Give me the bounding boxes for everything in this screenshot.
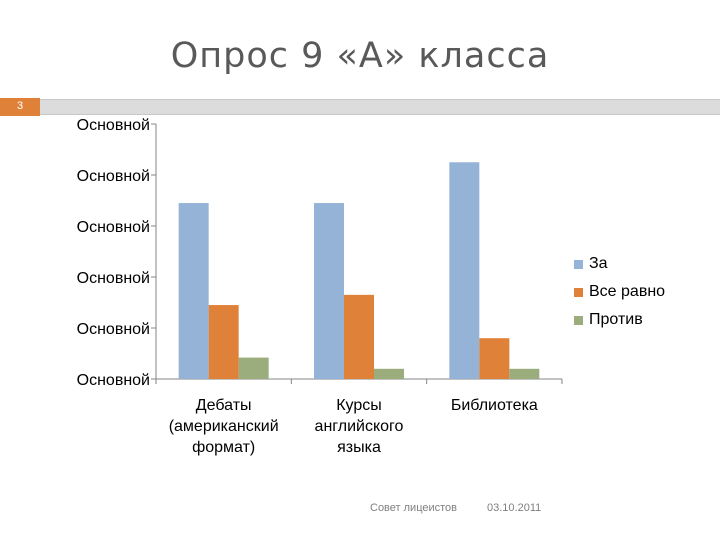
bar-za (178, 203, 209, 379)
page-title: Опрос 9 «А» класса (170, 36, 550, 76)
slide-number: 3 (16, 100, 24, 112)
y-tick-label: Основной (77, 168, 150, 185)
bar-vse-ravno (479, 338, 510, 379)
bar-vse-ravno (344, 294, 374, 379)
bar-za (449, 162, 480, 379)
bar-protiv (238, 357, 269, 379)
legend-swatch-protiv (574, 315, 583, 325)
legend-label-vse-ravno: Все равно (589, 283, 666, 300)
x-tick-label: Курсы (336, 397, 382, 414)
bar-protiv (374, 368, 404, 379)
footer-organization: Совет лицеистов (370, 502, 458, 514)
x-tick-label: Дебаты (196, 397, 252, 414)
x-tick-label: (американский (169, 418, 279, 435)
y-tick-label: Основной (77, 117, 150, 134)
bar-protiv (509, 368, 540, 379)
legend-item-vse-ravno: Все равно (574, 278, 665, 306)
footer-date: 03.10.2011 (487, 502, 542, 514)
y-tick-label: Основной (77, 270, 150, 287)
legend-label-protiv: Против (589, 311, 643, 328)
x-tick-label: формат) (192, 439, 255, 456)
x-tick-label: языка (337, 439, 381, 456)
legend-swatch-vse-ravno (574, 287, 583, 297)
bar-za (314, 203, 344, 379)
x-tick-label: английского (315, 418, 404, 435)
bar-vse-ravno (208, 305, 239, 379)
legend-item-za: За (574, 250, 665, 278)
legend-label-za: За (589, 255, 608, 272)
chart-legend: За Все равно Против (574, 250, 665, 334)
legend-item-protiv: Против (574, 306, 665, 334)
legend-swatch-za (574, 259, 583, 269)
y-tick-label: Основной (77, 372, 150, 389)
header-rule (40, 99, 720, 115)
y-tick-label: Основной (77, 321, 150, 338)
slide-number-box (0, 98, 40, 116)
x-tick-label: Библиотека (451, 397, 538, 414)
y-tick-label: Основной (77, 219, 150, 236)
